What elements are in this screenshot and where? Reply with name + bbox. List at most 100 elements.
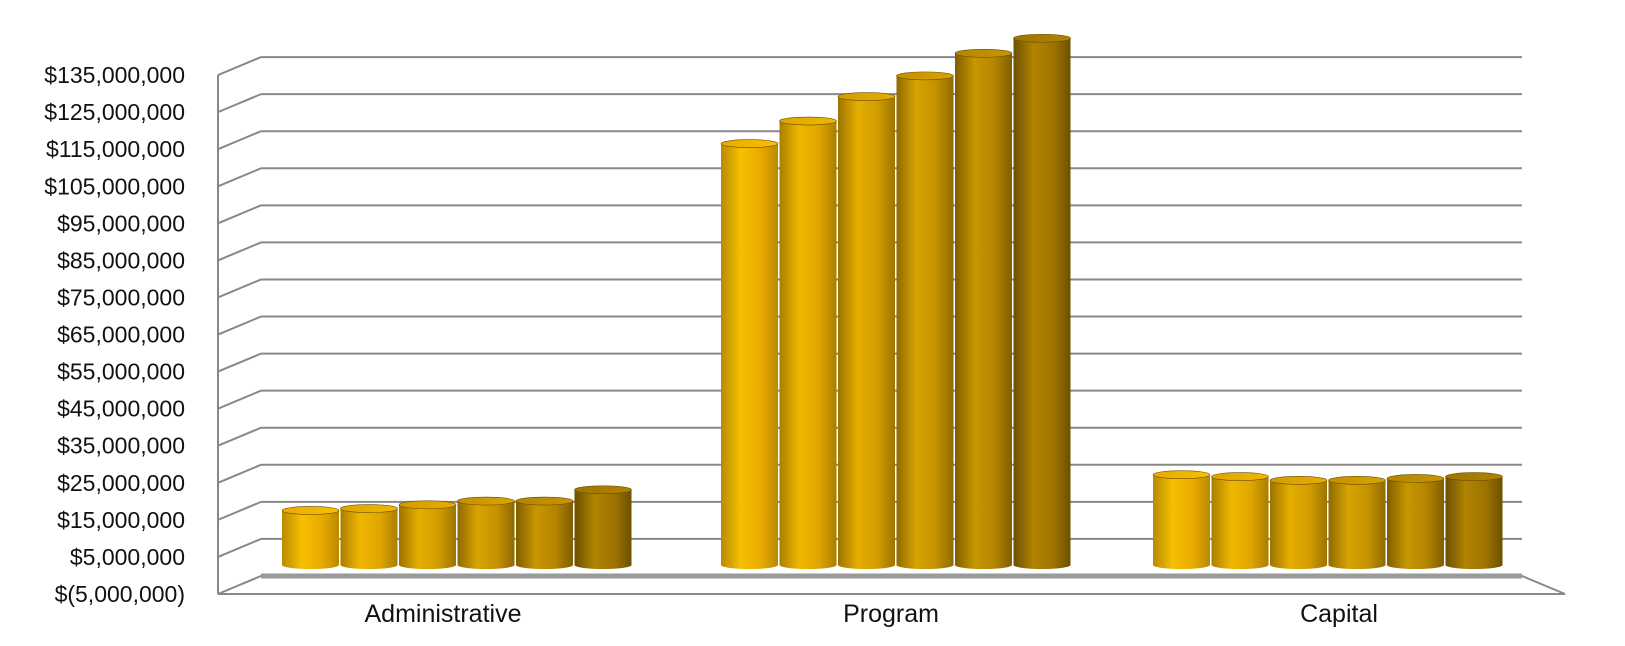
bar-body <box>1387 478 1444 565</box>
bar-capital-2 <box>1211 472 1269 569</box>
bar-cap <box>779 116 837 126</box>
floor-plane <box>217 575 1566 595</box>
bar-base <box>1270 561 1327 569</box>
bar-body <box>1211 476 1269 565</box>
bar-cap <box>340 504 398 513</box>
bar-cap <box>1269 476 1328 485</box>
bars <box>281 33 1503 569</box>
x-category-label: Capital <box>1300 600 1378 628</box>
x-axis-category-labels: Administrative Program Capital <box>365 600 1378 628</box>
bar-base <box>1153 561 1210 569</box>
bar-body <box>896 75 954 565</box>
y-tick-label: $15,000,000 <box>57 507 185 533</box>
gridline-side <box>217 278 262 299</box>
y-tick-label: $115,000,000 <box>46 136 185 162</box>
x-category-label: Program <box>843 600 939 628</box>
bar-administrative-2 <box>340 504 398 569</box>
y-axis-tick-labels: $135,000,000 $125,000,000 $115,000,000 $105… <box>44 62 185 607</box>
bar-cap <box>1013 33 1071 43</box>
y-tick-label: $95,000,000 <box>57 210 185 236</box>
bar-body <box>399 504 456 565</box>
bar-base <box>399 561 456 569</box>
bar-program-3 <box>837 92 896 569</box>
x-category-label: Administrative <box>365 600 522 628</box>
bar-cap <box>1386 474 1445 483</box>
y-tick-label: $65,000,000 <box>57 322 185 348</box>
y-tick-label: $5,000,000 <box>70 544 185 570</box>
bar-base <box>1445 561 1503 569</box>
gridline-side <box>217 315 262 336</box>
gridline-side <box>217 241 262 262</box>
bar-cap <box>720 139 779 148</box>
gridline-side <box>217 56 262 76</box>
gridline-side <box>217 130 262 151</box>
bar-cap <box>457 496 515 506</box>
bar-base <box>574 561 632 569</box>
bar-program-5 <box>954 49 1013 569</box>
bar-cap <box>398 500 457 510</box>
bar-base <box>516 561 573 569</box>
bar-cap <box>574 485 632 495</box>
bar-body <box>282 510 339 565</box>
bar-base <box>779 561 837 569</box>
bar-program-1 <box>720 139 779 569</box>
bar-body <box>1013 38 1071 565</box>
bar-base <box>955 561 1012 569</box>
gridline-side <box>217 204 262 225</box>
bar-body <box>340 508 398 565</box>
y-tick-label: $55,000,000 <box>57 359 185 385</box>
gridline-side <box>217 426 262 447</box>
bar-body <box>516 501 573 565</box>
gridline-side <box>217 389 262 410</box>
bar-capital-4 <box>1328 476 1386 569</box>
y-tick-label: $25,000,000 <box>57 470 185 496</box>
bar-base <box>896 561 954 569</box>
y-tick-label: $35,000,000 <box>57 433 185 459</box>
y-tick-label: $135,000,000 <box>44 62 185 88</box>
bar-base <box>721 561 778 569</box>
bar-body <box>1328 480 1386 565</box>
bar-cap <box>837 92 896 101</box>
bar-base <box>1387 561 1444 569</box>
bar-body <box>955 53 1012 565</box>
bar-cap <box>281 506 340 515</box>
bar-cap <box>1328 476 1386 485</box>
bar-cap <box>954 49 1013 58</box>
bar-body <box>457 501 515 565</box>
gridline-side <box>217 352 262 373</box>
bar-base <box>838 561 895 569</box>
bar-base <box>282 561 339 569</box>
bar-administrative-3 <box>398 500 457 569</box>
bar-base <box>457 561 515 569</box>
gridline-side <box>217 167 262 188</box>
bar-program-6 <box>1013 33 1071 569</box>
bar-administrative-6 <box>574 485 632 569</box>
y-tick-label: $75,000,000 <box>57 284 185 310</box>
y-tick-label: $85,000,000 <box>57 247 185 273</box>
y-tick-label: $125,000,000 <box>44 99 185 125</box>
bar-administrative-5 <box>515 496 574 569</box>
gridline-side <box>217 500 262 521</box>
bar-cap <box>896 71 954 81</box>
gridline-side <box>217 463 262 484</box>
bar-cap <box>1445 472 1503 481</box>
bar-body <box>1153 474 1210 565</box>
bar-cap <box>1211 472 1269 481</box>
bar-base <box>1328 561 1386 569</box>
chart-floor <box>217 573 1566 595</box>
bar-program-2 <box>779 116 837 569</box>
bar-base <box>1211 561 1269 569</box>
bar-cap <box>515 496 574 506</box>
y-tick-label: $105,000,000 <box>44 173 185 199</box>
y-tick-label: $(5,000,000) <box>55 581 185 607</box>
bar-body <box>574 489 632 565</box>
bar-body <box>1445 476 1503 565</box>
bar-body <box>838 96 895 565</box>
gridline-side <box>217 538 262 558</box>
bar-capital-3 <box>1269 476 1328 569</box>
bar-capital-5 <box>1386 474 1445 569</box>
gridline-side <box>217 93 262 114</box>
bar-capital-6 <box>1445 472 1503 569</box>
bar-administrative-1 <box>281 506 340 569</box>
